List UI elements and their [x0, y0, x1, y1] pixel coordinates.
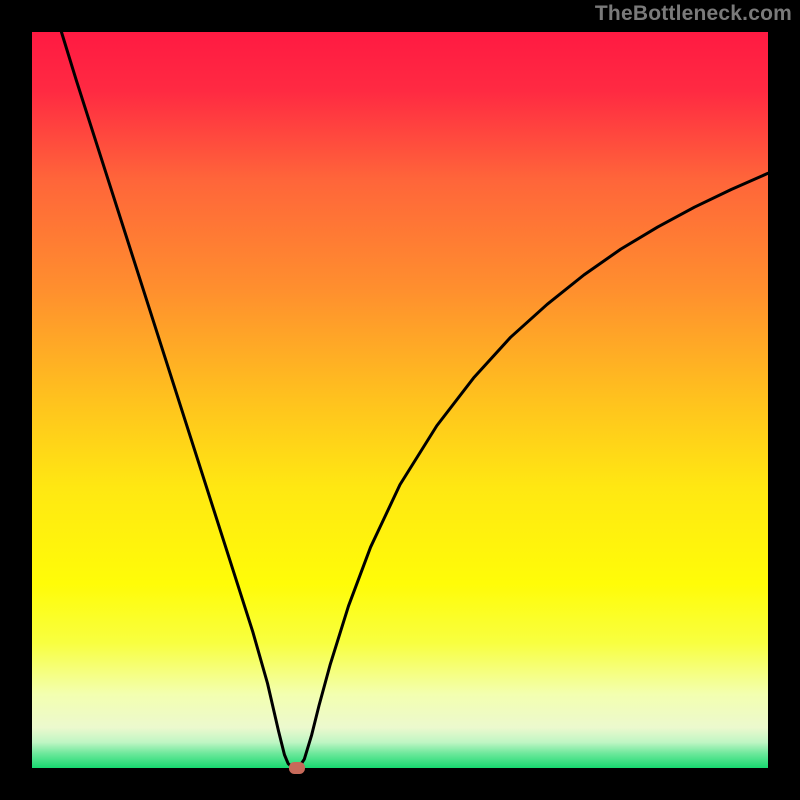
chart-container: { "watermark": { "text": "TheBottleneck.… [0, 0, 800, 800]
gradient-background [32, 32, 768, 768]
watermark-text: TheBottleneck.com [595, 2, 792, 26]
minimum-marker [289, 763, 304, 774]
bottleneck-chart [0, 0, 800, 800]
